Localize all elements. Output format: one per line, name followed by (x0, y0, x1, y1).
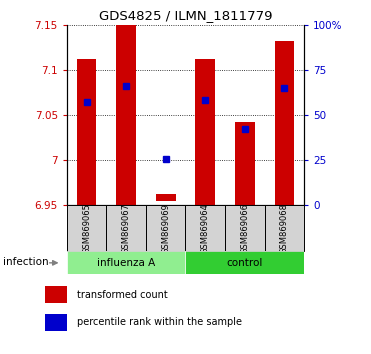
Text: GSM869065: GSM869065 (82, 203, 91, 254)
Text: GSM869064: GSM869064 (201, 203, 210, 254)
Text: percentile rank within the sample: percentile rank within the sample (77, 318, 242, 327)
Bar (275, 41, 294, 205)
Text: GSM869069: GSM869069 (161, 203, 170, 254)
Text: control: control (227, 258, 263, 268)
Bar (146, 205, 186, 251)
Bar (45, 314, 67, 331)
Bar (67, 205, 106, 251)
Bar (116, 25, 136, 205)
Bar (225, 205, 265, 251)
Bar (106, 205, 146, 251)
Title: GDS4825 / ILMN_1811779: GDS4825 / ILMN_1811779 (99, 9, 272, 22)
Text: infection: infection (3, 257, 49, 267)
Bar (186, 205, 225, 251)
Bar (186, 251, 304, 274)
Text: influenza A: influenza A (97, 258, 155, 268)
Bar (77, 59, 96, 205)
Text: transformed count: transformed count (77, 290, 168, 300)
Bar (265, 205, 304, 251)
Bar (67, 251, 186, 274)
Text: GSM869066: GSM869066 (240, 203, 249, 254)
Bar (45, 286, 67, 303)
Bar (156, 194, 175, 201)
Bar (196, 59, 215, 205)
Text: GSM869067: GSM869067 (122, 203, 131, 254)
Text: GSM869068: GSM869068 (280, 203, 289, 254)
Bar (235, 122, 255, 205)
